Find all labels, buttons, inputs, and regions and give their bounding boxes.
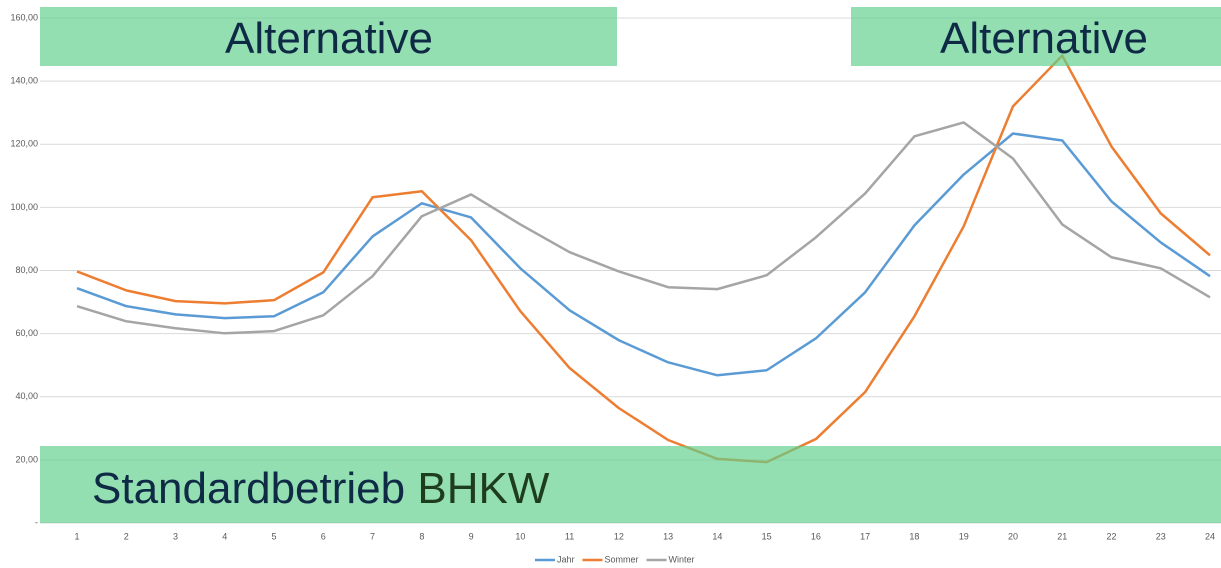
x-tick-label: 3 (173, 531, 178, 541)
x-tick-label: 1 (74, 531, 79, 541)
overlay-box (40, 446, 1221, 523)
x-tick-label: 14 (712, 531, 722, 541)
x-tick-label: 7 (370, 531, 375, 541)
data-line (76, 121, 1211, 335)
legend-label: Jahr (557, 554, 575, 564)
overlays: Alternative Alternative Standardbetrieb … (40, 7, 1221, 523)
y-tick-label: 100,00 (10, 202, 38, 212)
x-tick-label: 21 (1057, 531, 1067, 541)
x-tick-label: 11 (565, 531, 574, 541)
annotation: Alternative (940, 14, 1148, 63)
legend-label: Winter (669, 554, 695, 564)
y-tick-label: 80,00 (15, 265, 38, 275)
legend-label: Sommer (605, 554, 639, 564)
x-tick-label: 17 (860, 531, 870, 541)
x-tick-label: 20 (1008, 531, 1018, 541)
x-tick-label: 18 (909, 531, 919, 541)
y-tick-label: 160,00 (10, 12, 38, 22)
x-tick-label: 2 (124, 531, 129, 541)
x-tick-label: 12 (614, 531, 624, 541)
x-tick-label: 9 (469, 531, 474, 541)
x-tick-label: 10 (515, 531, 525, 541)
overlay-box (851, 7, 1221, 66)
y-tick-label: 140,00 (10, 76, 38, 86)
x-tick-label: 19 (959, 531, 969, 541)
y-tick-label: 20,00 (15, 454, 38, 464)
x-tick-label: 8 (419, 531, 424, 541)
data-line (76, 54, 1211, 464)
annotation-part: Standardbetrieb (92, 464, 405, 513)
x-tick-label: 5 (272, 531, 277, 541)
x-tick-label: 13 (663, 531, 673, 541)
x-tick-label: 24 (1205, 531, 1215, 541)
annotation-part: BHKW (417, 464, 549, 513)
y-tick-label: 40,00 (15, 391, 38, 401)
y-tick-label: - (35, 517, 38, 527)
x-tick-label: 6 (321, 531, 326, 541)
x-tick-label: 15 (762, 531, 772, 541)
legend: Jahr Sommer Winter (535, 554, 695, 564)
data-line (76, 132, 1211, 377)
y-tick-label: 60,00 (15, 328, 38, 338)
x-tick-label: 16 (811, 531, 821, 541)
lines (76, 54, 1211, 464)
x-tick-label: 23 (1156, 531, 1166, 541)
overlay-box (40, 7, 617, 66)
annotation: Alternative (225, 14, 433, 63)
x-tick-label: 4 (222, 531, 227, 541)
annotation: Standardbetrieb BHKW (92, 464, 550, 513)
y-tick-label: 120,00 (10, 139, 38, 149)
x-tick-label: 22 (1106, 531, 1116, 541)
